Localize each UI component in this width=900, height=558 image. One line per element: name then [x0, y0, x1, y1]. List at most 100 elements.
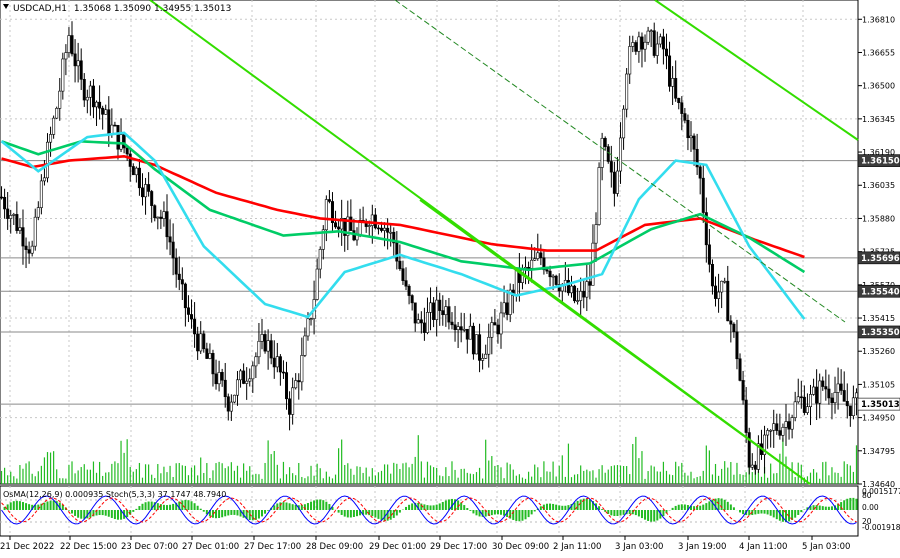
candle-body [337, 227, 339, 229]
osma-bar [460, 502, 462, 510]
candle-body [549, 271, 551, 277]
time-label: 4 Jan 11:00 [739, 542, 787, 552]
volume-bar [801, 465, 802, 484]
volume-bar [638, 458, 639, 484]
volume-bar [111, 464, 112, 484]
candle-body [123, 135, 125, 148]
candle-body [607, 147, 609, 162]
candle-body [457, 327, 459, 330]
volume-bar [68, 465, 69, 484]
candle-body [249, 379, 251, 381]
osma-bar [258, 510, 260, 519]
volume-bar [476, 472, 477, 484]
candle-body [203, 334, 205, 349]
candle-body [736, 332, 738, 359]
volume-bar [209, 478, 210, 484]
candle-body [586, 282, 588, 298]
volume-bar [78, 470, 79, 484]
volume-bar [742, 475, 743, 484]
osma-bar [773, 510, 775, 517]
volume-bar [494, 466, 495, 484]
volume-bar [372, 468, 373, 484]
osma-bar [273, 505, 275, 510]
candle-body [37, 208, 39, 218]
candle-body [114, 125, 116, 126]
candle-body [766, 430, 768, 435]
osma-bar [313, 500, 315, 510]
volume-bar [546, 471, 547, 484]
candle-body [71, 36, 73, 54]
volume-bar [448, 476, 449, 484]
volume-bar [169, 466, 170, 484]
candle-body [138, 168, 140, 188]
volume-bar [127, 439, 128, 484]
osma-bar [500, 510, 502, 515]
volume-bar [350, 469, 351, 484]
osma-bar [678, 505, 680, 510]
candle-body [769, 430, 771, 431]
time-label: 30 Dec 09:00 [492, 542, 549, 552]
osma-bar [439, 503, 441, 510]
volume-bar [458, 478, 459, 484]
osma-bar [105, 510, 107, 516]
candle-body [368, 226, 370, 227]
volume-bar [136, 469, 137, 484]
osma-bar [656, 510, 658, 520]
volume-bar [133, 472, 134, 484]
volume-bar [375, 475, 376, 484]
volume-bar [461, 469, 462, 484]
candle-body [31, 246, 33, 253]
candle-body [494, 323, 496, 325]
candle-body [34, 217, 36, 246]
price-tick-label: 1.35260 [862, 347, 895, 356]
osma-bar [53, 501, 55, 510]
osma-bar [521, 510, 523, 521]
volume-bar [620, 466, 621, 484]
volume-bar [678, 466, 679, 484]
volume-bar [280, 478, 281, 484]
osma-bar [828, 507, 830, 510]
osma-bar [610, 510, 612, 515]
candle-body [791, 418, 793, 430]
volume-bar [249, 466, 250, 484]
osma-bar [662, 510, 664, 516]
candle-body [681, 103, 683, 114]
volume-bar [384, 464, 385, 484]
candle-body [178, 274, 180, 279]
candle-body [98, 102, 100, 108]
time-label: 29 Dec 01:00 [369, 542, 426, 552]
candle-body [295, 381, 297, 388]
volume-bar [421, 461, 422, 484]
volume-bar [399, 469, 400, 484]
candle-body [555, 276, 557, 284]
osma-bar [764, 510, 766, 514]
osma-bar [466, 508, 468, 510]
volume-bar [715, 464, 716, 484]
price-tick-label: 1.35880 [862, 214, 895, 223]
candle-body [389, 232, 391, 233]
candle-body [273, 358, 275, 367]
osma-bar [126, 510, 128, 517]
candle-body [261, 334, 263, 341]
candle-body [227, 397, 229, 411]
volume-bar [191, 468, 192, 484]
osma-bar [19, 501, 21, 510]
volume-bar [298, 463, 299, 484]
volume-bar [644, 479, 645, 484]
volume-bar [605, 473, 606, 484]
candle-body [693, 136, 695, 149]
volume-bar [629, 474, 630, 484]
osma-bar [264, 510, 266, 514]
oscillator-axis-label: 0.00 [862, 503, 879, 512]
candle-body [380, 228, 382, 230]
candle-body [285, 373, 287, 399]
osma-bar [132, 510, 134, 512]
volume-bar [568, 444, 569, 484]
osma-bar [739, 510, 741, 512]
osma-bar [770, 510, 772, 516]
osma-bar [641, 510, 643, 518]
osma-bar [221, 510, 223, 517]
